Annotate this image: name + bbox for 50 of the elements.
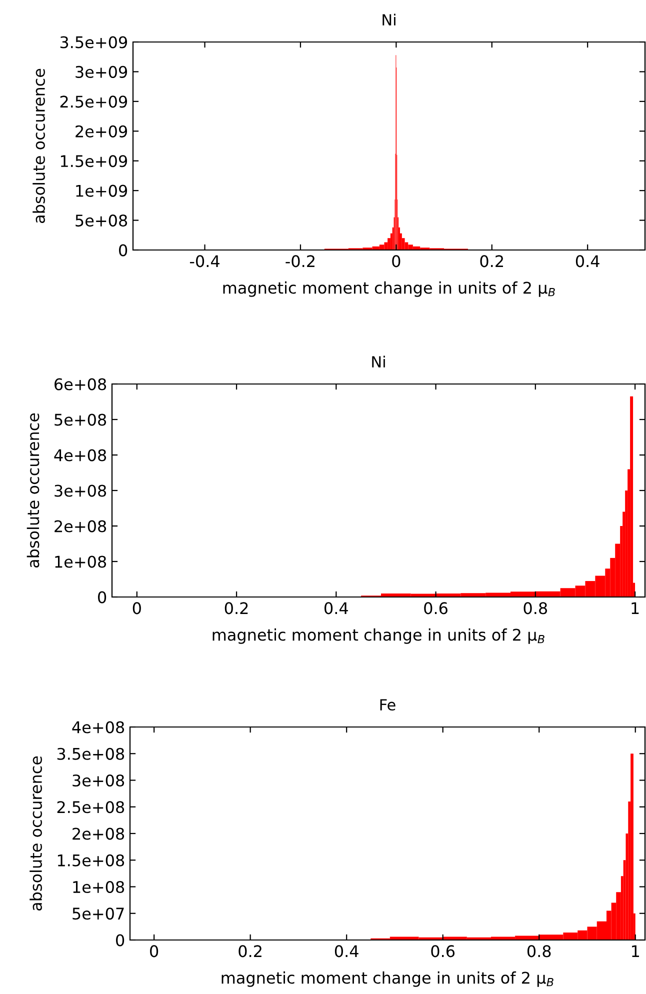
x-tick-label: 0.2 xyxy=(224,602,248,614)
x-axis-title: magnetic moment change in units of 2 μ$_{B}$ xyxy=(223,281,555,297)
y-axis-title: absolute occurence xyxy=(30,756,42,911)
x-tick-label: 0.8 xyxy=(524,602,548,614)
y-tick-label: 1e+08 xyxy=(55,556,106,568)
y-tick-label: 2e+08 xyxy=(72,828,124,840)
y-tick-label: 3.5e+08 xyxy=(57,748,124,760)
x-tick-label: 0 xyxy=(132,602,141,614)
x-tick-label: 1 xyxy=(632,602,639,614)
y-tick-label: 3e+08 xyxy=(72,774,124,787)
x-tick-label: 0.4 xyxy=(334,945,358,958)
y-tick-label: 2e+08 xyxy=(54,520,106,532)
x-tick-label: 0 xyxy=(150,945,158,958)
x-tick-label: 0.2 xyxy=(480,255,503,268)
y-tick-label: 2.5e+08 xyxy=(57,801,124,814)
chart-title: Ni xyxy=(372,356,385,368)
chart-title: Fe xyxy=(380,699,396,711)
y-tick-label: 6e+08 xyxy=(54,378,106,390)
x-axis-title: magnetic moment change in units of 2 μ$_{B}$ xyxy=(222,971,554,987)
x-tick-label: 0.4 xyxy=(324,602,348,614)
y-tick-label: 3e+09 xyxy=(76,66,128,78)
y-tick-label: 0 xyxy=(98,591,106,604)
y-tick-label: 3.5e+09 xyxy=(60,36,128,48)
y-tick-label: 3e+08 xyxy=(54,484,106,497)
x-tick-label: -0.2 xyxy=(286,255,314,268)
y-axis-title: absolute occurence xyxy=(32,68,45,224)
y-tick-label: 5e+07 xyxy=(72,908,124,920)
x-tick-label: 0.4 xyxy=(576,255,600,268)
y-tick-label: 1.5e+08 xyxy=(58,854,124,866)
x-tick-label: 0.6 xyxy=(424,602,448,614)
y-tick-label: 5e+08 xyxy=(54,414,106,426)
y-axis-title: absolute occurence xyxy=(26,413,40,568)
y-tick-label: 2.5e+09 xyxy=(60,96,128,108)
y-tick-label: 5e+08 xyxy=(76,214,128,227)
chart-title: Ni xyxy=(382,14,396,26)
y-tick-label: 1e+08 xyxy=(73,880,124,894)
x-tick-label: 0 xyxy=(392,255,400,268)
x-tick-label: 0.6 xyxy=(431,945,455,958)
x-tick-label: 0.8 xyxy=(527,945,551,958)
x-tick-label: -0.4 xyxy=(190,255,220,268)
x-axis-title: magnetic moment change in units of 2 μ$_{B}$ xyxy=(212,628,544,644)
y-tick-label: 1e+09 xyxy=(76,184,128,197)
y-tick-label: 1.5e+09 xyxy=(60,155,128,168)
y-tick-label: 0 xyxy=(119,244,128,256)
y-tick-label: 2e+09 xyxy=(76,125,128,138)
x-tick-label: 0.2 xyxy=(238,945,262,958)
y-tick-label: 4e+08 xyxy=(54,449,106,462)
y-tick-label: 4e+08 xyxy=(72,721,124,734)
y-tick-label: 0 xyxy=(116,934,124,946)
x-tick-label: 1 xyxy=(632,945,639,957)
